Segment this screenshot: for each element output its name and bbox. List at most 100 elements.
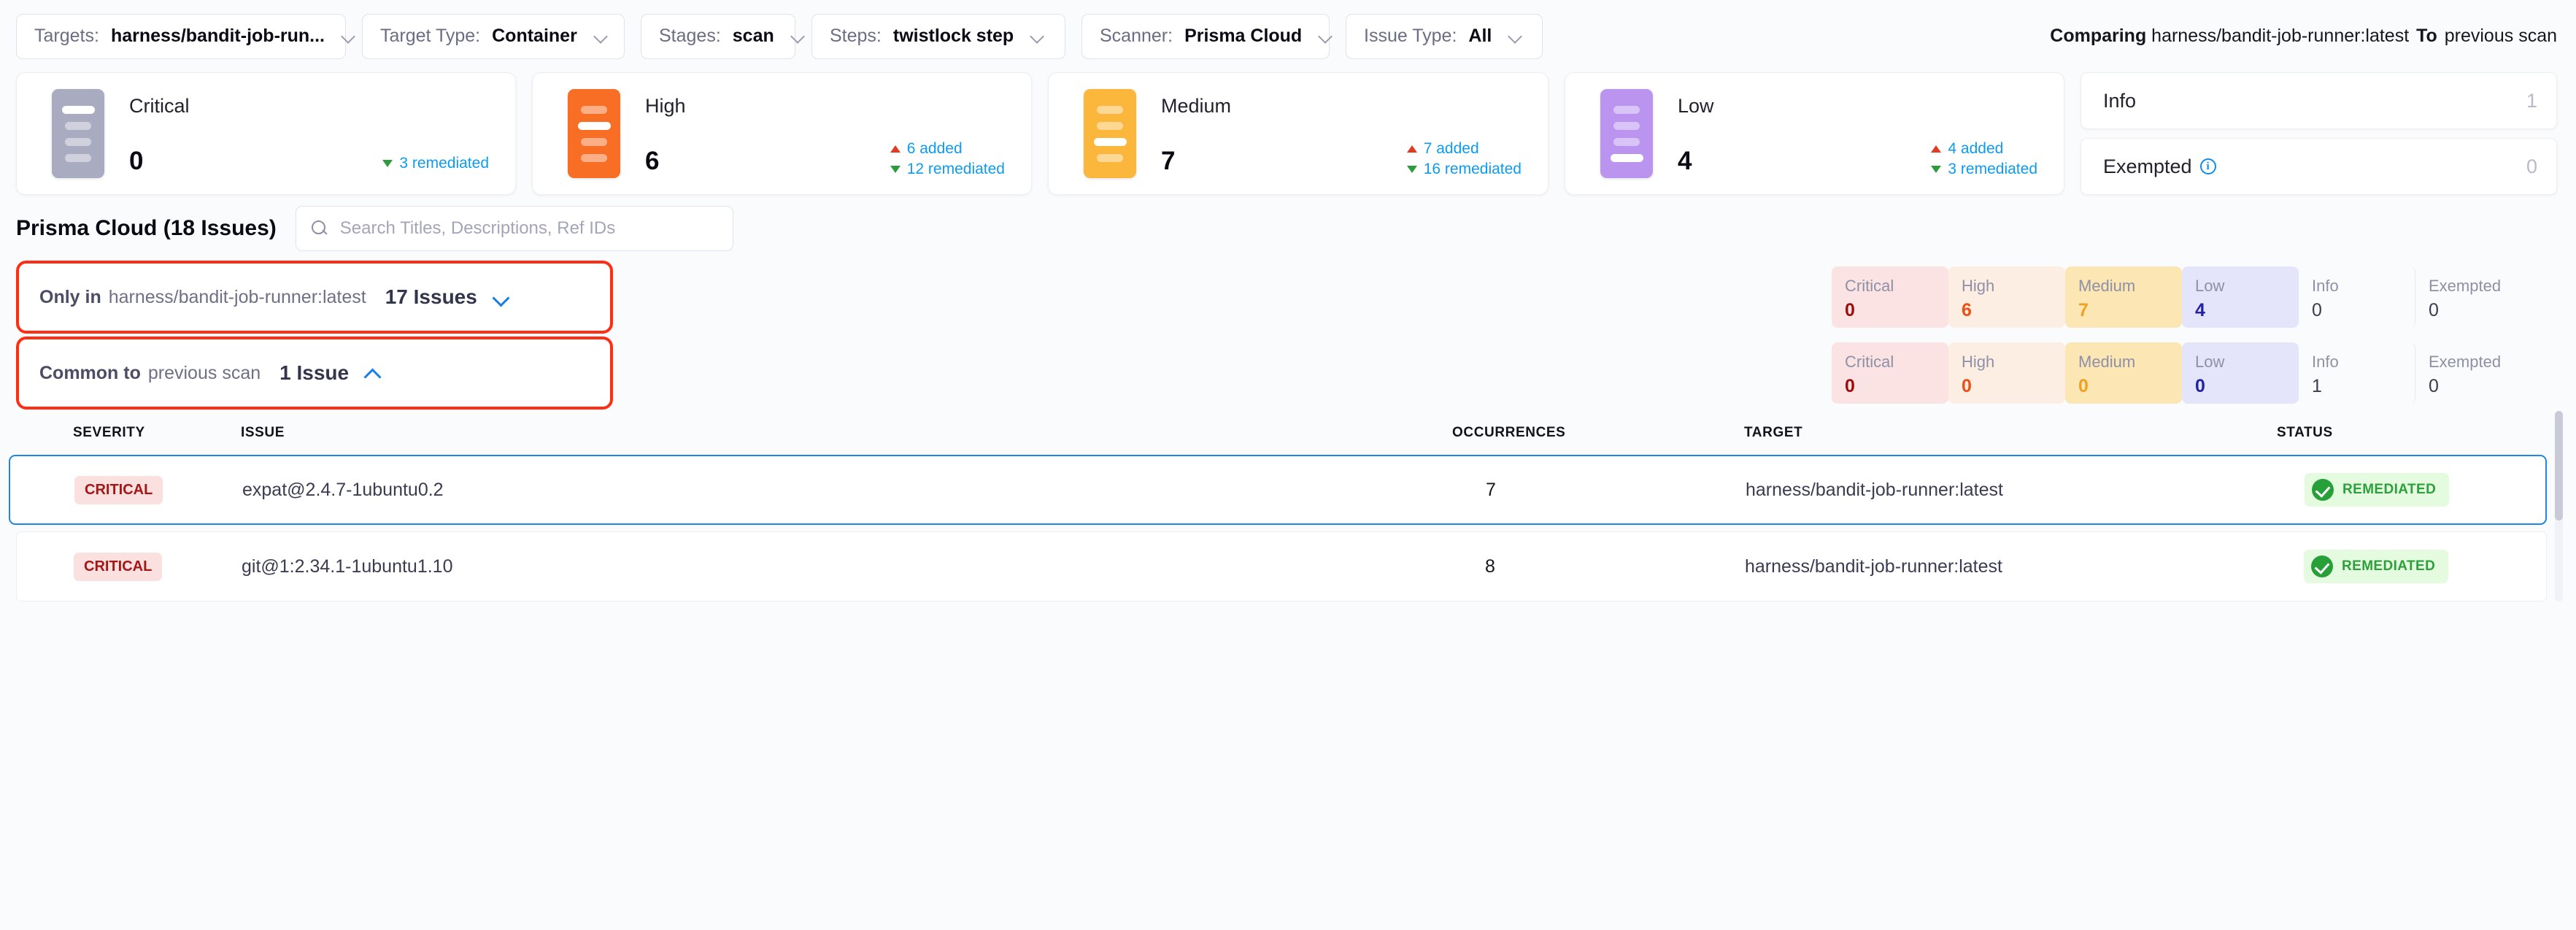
filter-target-type[interactable]: Target Type: Container xyxy=(362,13,625,59)
severity-card-medium[interactable]: Medium 7 7 added 16 remediated xyxy=(1048,72,1549,195)
filter-bar: Targets: harness/bandit-job-run... Targe… xyxy=(0,0,2576,72)
severity-card-high[interactable]: High 6 6 added 12 remediated xyxy=(532,72,1032,195)
exempted-value: 0 xyxy=(2526,155,2537,177)
severity-card-low[interactable]: Low 4 4 added 3 remediated xyxy=(1565,72,2064,195)
pill-low[interactable]: Low 0 xyxy=(2182,342,2299,404)
scrollbar-thumb[interactable] xyxy=(2555,411,2563,520)
severity-badge: CRITICAL xyxy=(74,475,163,504)
pill-exempted[interactable]: Exempted 0 xyxy=(2415,266,2554,328)
pill-value: 7 xyxy=(2078,300,2089,320)
row-occurrences-cell: 8 xyxy=(1485,556,1495,577)
vertical-scrollbar[interactable] xyxy=(2555,411,2563,602)
delta-text: 6 added xyxy=(906,140,963,157)
chevron-down-icon xyxy=(1318,28,1334,45)
filter-steps[interactable]: Steps: twistlock step xyxy=(811,13,1065,59)
column-header-status: STATUS xyxy=(2277,425,2333,440)
pill-medium[interactable]: Medium 0 xyxy=(2065,342,2182,404)
delta-remediated[interactable]: 3 remediated xyxy=(1931,161,2037,178)
filter-issue-type-value: All xyxy=(1468,26,1492,46)
check-circle-icon xyxy=(2311,556,2333,577)
table-header-row: SEVERITY ISSUE OCCURRENCES TARGET STATUS xyxy=(16,411,2547,455)
comparing-mid: To xyxy=(2416,26,2437,46)
filter-issue-type[interactable]: Issue Type: All xyxy=(1346,13,1543,59)
severity-bars-icon-medium xyxy=(1084,89,1136,178)
pill-value: 0 xyxy=(2078,376,2089,396)
severity-card-count: 0 xyxy=(129,147,144,175)
severity-bars-icon-high xyxy=(568,89,620,178)
info-value: 1 xyxy=(2526,89,2537,112)
filter-targets-label: Targets: xyxy=(34,26,99,46)
delta-added[interactable]: 6 added xyxy=(890,140,963,158)
delta-added[interactable]: 4 added xyxy=(1931,140,2003,158)
row-issue-cell[interactable]: git@1:2.34.1-1ubuntu1.10 xyxy=(242,556,453,577)
group-toggle-only-in[interactable]: Only in harness/bandit-job-runner:latest… xyxy=(16,261,613,334)
filter-targets-value: harness/bandit-job-run... xyxy=(110,26,325,46)
search-input[interactable] xyxy=(339,218,718,239)
delta-text: 12 remediated xyxy=(906,161,1005,177)
chevron-down-icon[interactable] xyxy=(492,291,511,304)
pill-label: High xyxy=(1962,277,1995,295)
pill-info[interactable]: Info 0 xyxy=(2299,266,2415,328)
delta-added[interactable]: 7 added xyxy=(1406,140,1479,158)
info-exempted-panel: Info 1 Exempted i 0 xyxy=(2081,72,2557,195)
severity-bars-icon-low xyxy=(1600,89,1653,178)
pill-high[interactable]: High 0 xyxy=(1948,342,2065,404)
delta-text: 4 added xyxy=(1948,140,2004,157)
pill-medium[interactable]: Medium 7 xyxy=(2065,266,2182,328)
delta-remediated[interactable]: 3 remediated xyxy=(382,155,489,172)
pill-low[interactable]: Low 4 xyxy=(2182,266,2299,328)
pill-value: 4 xyxy=(2195,300,2205,320)
search-box[interactable] xyxy=(295,206,733,251)
delta-remediated[interactable]: 12 remediated xyxy=(890,161,1005,178)
comparing-prefix: Comparing xyxy=(2050,26,2147,46)
severity-card-count: 4 xyxy=(1678,147,1692,175)
filter-stages[interactable]: Stages: scan xyxy=(641,13,795,59)
status-badge: REMEDIATED xyxy=(2305,473,2450,507)
info-box[interactable]: Info 1 xyxy=(2081,72,2557,129)
exempted-box[interactable]: Exempted i 0 xyxy=(2081,138,2557,195)
triangle-down-icon xyxy=(890,166,901,173)
status-badge: REMEDIATED xyxy=(2304,550,2449,583)
row-status-cell: REMEDIATED xyxy=(2278,550,2496,583)
pill-label: Exempted xyxy=(2429,277,2502,295)
pill-exempted[interactable]: Exempted 0 xyxy=(2415,342,2554,404)
table-row[interactable]: CRITICAL expat@2.4.7-1ubuntu0.2 7 harnes… xyxy=(9,455,2547,525)
severity-card-critical[interactable]: Critical 0 3 remediated xyxy=(16,72,516,195)
comparing-summary: Comparing harness/bandit-job-runner:late… xyxy=(2050,26,2557,47)
page-title: Prisma Cloud (18 Issues) xyxy=(16,216,277,240)
row-issue-cell[interactable]: expat@2.4.7-1ubuntu0.2 xyxy=(242,479,444,500)
pill-value: 0 xyxy=(2429,376,2439,396)
group-toggle-common-to[interactable]: Common to previous scan 1 Issue xyxy=(16,337,613,410)
pill-info[interactable]: Info 1 xyxy=(2299,342,2415,404)
pill-label: Info xyxy=(2312,277,2339,295)
group-count: 1 Issue xyxy=(279,361,350,384)
status-badge-label: REMEDIATED xyxy=(2342,558,2436,574)
column-header-severity: SEVERITY xyxy=(73,425,145,440)
table-row[interactable]: CRITICAL git@1:2.34.1-1ubuntu1.10 8 harn… xyxy=(16,531,2547,602)
severity-card-count: 7 xyxy=(1161,147,1176,175)
row-occurrences-cell: 7 xyxy=(1486,479,1496,500)
filter-targets[interactable]: Targets: harness/bandit-job-run... xyxy=(16,13,346,59)
pill-critical[interactable]: Critical 0 xyxy=(1832,266,1948,328)
triangle-up-icon xyxy=(1406,145,1417,153)
triangle-up-icon xyxy=(1931,145,1942,153)
delta-remediated[interactable]: 16 remediated xyxy=(1406,161,1522,178)
group-row-only-in: Only in harness/bandit-job-runner:latest… xyxy=(0,259,2576,335)
severity-bars-icon-critical xyxy=(52,89,104,178)
severity-card-name: Medium xyxy=(1161,95,1232,117)
chevron-up-icon[interactable] xyxy=(363,366,382,380)
triangle-down-icon xyxy=(382,160,393,167)
delta-text: 7 added xyxy=(1423,140,1479,157)
pill-high[interactable]: High 6 xyxy=(1948,266,2065,328)
group-severity-pills-common-to: Critical 0 High 0 Medium 0 Low 0 Info 1 … xyxy=(1832,342,2554,404)
chevron-down-icon xyxy=(593,28,609,45)
filter-scanner[interactable]: Scanner: Prisma Cloud xyxy=(1081,13,1330,59)
info-circle-icon[interactable]: i xyxy=(2199,158,2216,174)
pill-critical[interactable]: Critical 0 xyxy=(1832,342,1948,404)
comparing-target: previous scan xyxy=(2444,26,2557,46)
group-strong-label: Common to xyxy=(39,362,141,383)
severity-deltas: 6 added 12 remediated xyxy=(890,140,1005,178)
chevron-down-icon xyxy=(1508,28,1524,45)
pill-label: Critical xyxy=(1845,277,1894,295)
severity-card-count: 6 xyxy=(645,147,660,175)
